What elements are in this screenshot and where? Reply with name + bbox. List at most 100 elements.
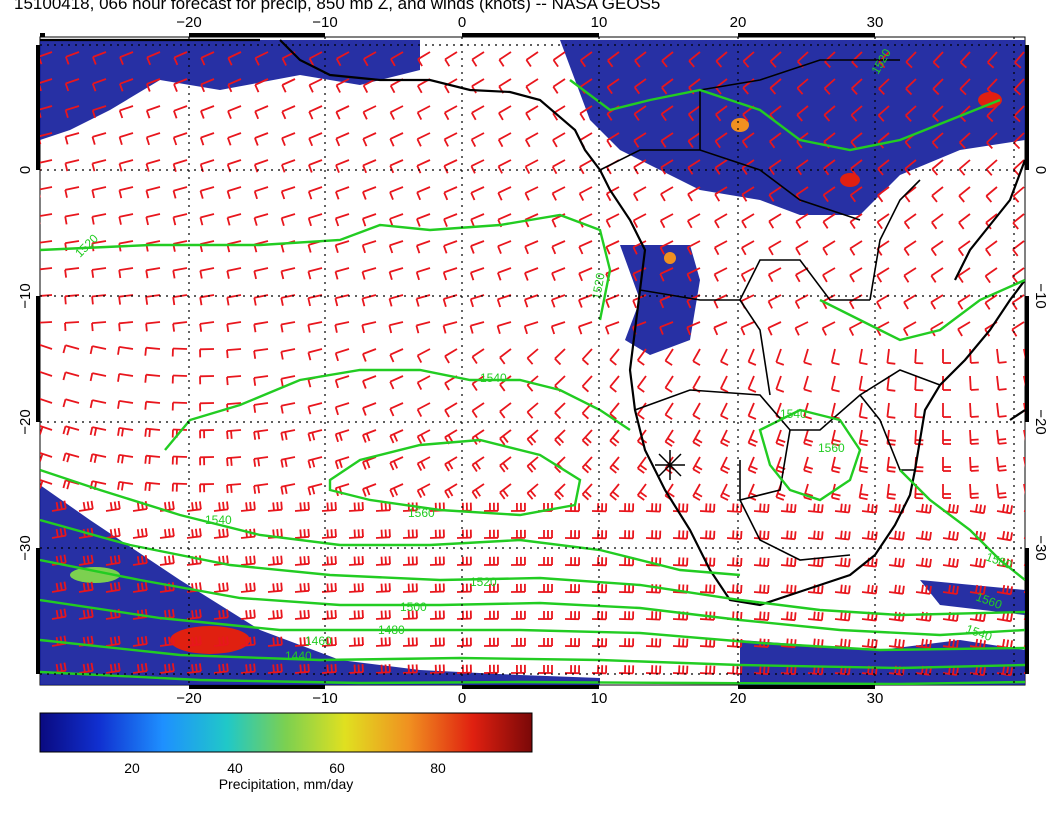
wind-barb xyxy=(417,132,431,140)
wind-barb-flag xyxy=(932,88,940,96)
wind-barb-flag xyxy=(326,664,329,673)
wind-barb-flag xyxy=(144,482,147,491)
wind-barb xyxy=(957,294,971,304)
wind-barb xyxy=(389,294,404,300)
wind-barb-flag xyxy=(1012,222,1019,230)
wind-barb xyxy=(375,536,391,539)
wind-barb-flag xyxy=(705,584,708,593)
wind-barb-flag xyxy=(759,503,762,512)
wind-barb-flag xyxy=(164,637,167,646)
wind-barb-flag xyxy=(380,529,383,538)
wind-barb-flag xyxy=(66,427,71,436)
wind-barb-flag xyxy=(307,379,312,388)
wind-barb-flag xyxy=(844,557,847,567)
wind-barb-flag xyxy=(661,86,668,95)
wind-barb xyxy=(526,483,539,494)
lon-tick-label: 30 xyxy=(867,690,884,707)
wind-barb-flag xyxy=(844,584,847,594)
wind-barb-flag xyxy=(633,113,640,122)
wind-barb-flag xyxy=(118,136,123,145)
wind-barb-flag xyxy=(686,300,692,309)
wind-barb-flag xyxy=(970,438,979,441)
wind-barb xyxy=(1023,348,1025,361)
wind-barb xyxy=(807,510,822,514)
wind-barb-flag xyxy=(607,59,614,68)
wind-barb-flag xyxy=(831,442,840,447)
wind-barb-flag xyxy=(191,610,194,619)
wind-barb-flag xyxy=(633,86,641,95)
wind-barb xyxy=(308,483,323,489)
wind-barb-flag xyxy=(667,491,675,498)
wind-barb xyxy=(606,132,620,142)
wind-barb-flag xyxy=(415,245,421,254)
wind-barb xyxy=(497,267,512,274)
wind-barb-flag xyxy=(502,489,509,497)
wind-barb xyxy=(634,51,647,62)
wind-barb xyxy=(660,240,674,249)
wind-barb-flag xyxy=(443,245,448,254)
height-contours xyxy=(40,79,1025,685)
wind-barb xyxy=(996,483,1000,499)
wind-barb-flag xyxy=(497,192,503,201)
wind-barb xyxy=(336,51,350,60)
wind-barb-flag xyxy=(979,504,982,513)
wind-barb xyxy=(969,564,984,569)
wind-barb-flag xyxy=(957,275,964,284)
wind-barb-flag xyxy=(326,610,329,619)
wind-barb xyxy=(281,348,296,353)
wind-barb xyxy=(336,78,350,87)
wind-barb-flag xyxy=(860,439,869,443)
wind-barb-flag xyxy=(948,503,951,513)
wind-barb xyxy=(1013,105,1025,117)
wind-barb-flag xyxy=(523,299,529,308)
wind-barb xyxy=(1011,294,1025,304)
wind-barb xyxy=(254,321,269,326)
wind-barb xyxy=(849,240,863,250)
wind-barb-flag xyxy=(877,194,884,203)
wind-barb-flag xyxy=(471,112,477,121)
wind-barb-flag xyxy=(840,584,843,593)
wind-barb xyxy=(554,348,566,360)
wind-barb-flag xyxy=(199,164,204,173)
wind-barb-flag xyxy=(168,663,171,672)
wind-barb-flag xyxy=(249,582,252,592)
wind-barb-flag xyxy=(145,296,149,305)
wind-barb xyxy=(213,616,229,620)
wind-barb xyxy=(886,402,890,418)
wind-barb xyxy=(444,348,458,357)
wind-barb-flag xyxy=(660,166,667,175)
wind-barb-flag xyxy=(957,328,963,337)
wind-barb xyxy=(92,453,107,458)
wind-barb xyxy=(726,537,742,540)
wind-barb xyxy=(715,51,728,62)
wind-barb xyxy=(942,672,958,676)
wind-barb-flag xyxy=(253,324,257,333)
wind-barb-flag xyxy=(284,458,288,467)
wind-barb xyxy=(742,51,755,62)
wind-barb-flag xyxy=(90,500,94,509)
wind-barb xyxy=(888,645,904,649)
wind-barb xyxy=(363,105,377,113)
wind-barb-flag xyxy=(767,531,770,540)
wind-barb-flag xyxy=(713,273,719,282)
wind-barb-flag xyxy=(984,302,991,310)
wind-barb xyxy=(1012,213,1025,224)
wind-barb-flag xyxy=(307,406,312,415)
wind-barb xyxy=(92,186,107,191)
wind-barb-flag xyxy=(63,608,67,617)
wind-barb-flag xyxy=(840,611,843,620)
wind-barb-flag xyxy=(904,168,911,176)
wind-barb-flag xyxy=(311,459,316,468)
wind-barb-flag xyxy=(848,504,851,513)
wind-barb-flag xyxy=(688,60,695,68)
wind-barb-flag xyxy=(959,88,967,96)
wind-barb xyxy=(443,240,458,247)
wind-barb xyxy=(255,51,269,59)
wind-barb-flag xyxy=(525,59,532,68)
contour-1520 xyxy=(40,518,1025,617)
wind-barb-flag xyxy=(253,217,258,226)
wind-barb-flag xyxy=(982,586,986,595)
wind-barb-flag xyxy=(144,428,147,437)
wind-barb-flag xyxy=(921,611,924,620)
wind-barb-flag xyxy=(272,502,275,511)
